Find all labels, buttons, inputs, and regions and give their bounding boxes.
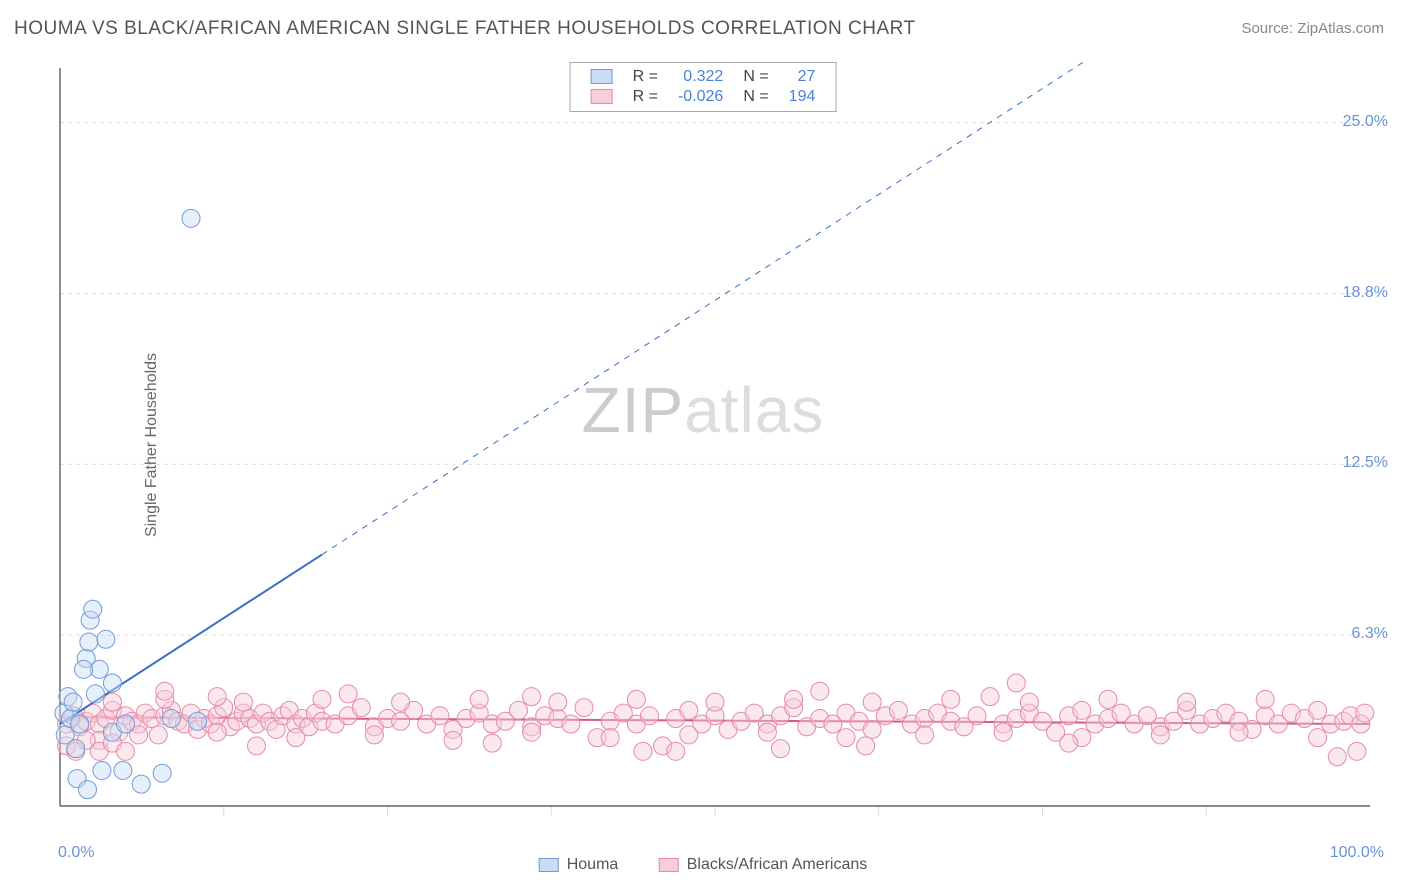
legend-row-series2: R =-0.026 N =194	[581, 87, 826, 107]
legend-item-black: Blacks/African Americans	[659, 856, 868, 874]
y-axis-tick-label: 12.5%	[1343, 454, 1388, 472]
chart-title: HOUMA VS BLACK/AFRICAN AMERICAN SINGLE F…	[14, 18, 916, 40]
legend-row-series1: R =0.322 N =27	[581, 67, 826, 87]
legend-swatch-houma	[539, 858, 559, 872]
legend-label-houma: Houma	[567, 856, 619, 873]
y-axis-tick-label: 25.0%	[1343, 113, 1388, 131]
x-axis-min-label: 0.0%	[58, 844, 94, 862]
series-legend: Houma Blacks/African Americans	[521, 856, 886, 874]
legend-r-2: -0.026	[668, 87, 733, 107]
y-axis-label: Single Father Households	[143, 353, 161, 537]
legend-label-black: Blacks/African Americans	[687, 856, 868, 873]
source-attribution: Source: ZipAtlas.com	[1241, 20, 1384, 37]
y-axis-tick-label: 18.8%	[1343, 284, 1388, 302]
legend-n-1: 27	[779, 67, 826, 87]
correlation-legend: R =0.322 N =27 R =-0.026 N =194	[570, 62, 837, 112]
legend-swatch-black	[659, 858, 679, 872]
x-axis-max-label: 100.0%	[1330, 844, 1384, 862]
legend-n-2: 194	[779, 87, 826, 107]
legend-item-houma: Houma	[539, 856, 619, 874]
scatter-plot-svg	[50, 60, 1380, 830]
y-axis-tick-label: 6.3%	[1352, 625, 1388, 643]
legend-r-1: 0.322	[668, 67, 733, 87]
legend-swatch-2	[591, 89, 613, 104]
legend-swatch-1	[591, 69, 613, 84]
plot-area: Single Father Households	[50, 60, 1380, 830]
